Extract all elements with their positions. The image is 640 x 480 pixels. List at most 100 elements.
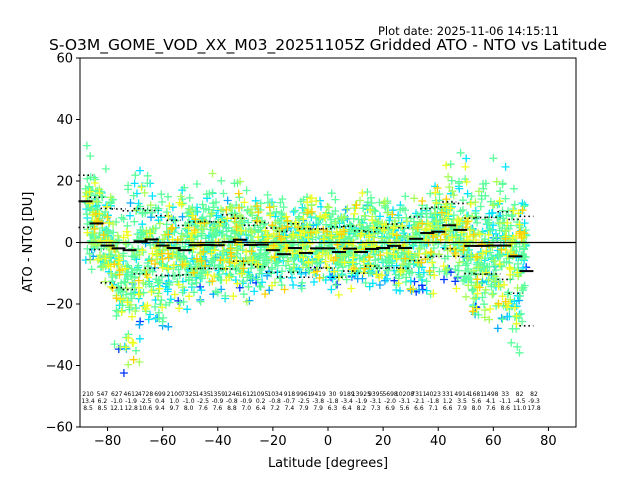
- data-cloud: [81, 141, 531, 377]
- stat-count: 1095: [253, 391, 268, 398]
- stat-count: 30: [329, 391, 337, 398]
- stat-mean: -1.9: [355, 398, 367, 405]
- stat-count: 4914: [454, 391, 469, 398]
- stat-std: 7.1: [429, 405, 439, 412]
- stat-count: 9189: [339, 391, 354, 398]
- stat-mean: -1.9: [125, 398, 137, 405]
- stat-mean: -9.3: [528, 398, 540, 405]
- x-axis: −80 −60 −40 −20 0 20 40 60 80: [94, 427, 557, 449]
- stat-mean: -0.9: [212, 398, 224, 405]
- stat-std: 5.6: [400, 405, 410, 412]
- stat-count: 82: [516, 391, 524, 398]
- mean-markers: [78, 200, 534, 273]
- stat-mean: -2.5: [140, 398, 152, 405]
- stat-std: 7.6: [198, 405, 208, 412]
- stat-std: 12.1: [110, 405, 124, 412]
- stat-count: 627: [111, 391, 123, 398]
- stat-count: 1435: [195, 391, 210, 398]
- stat-count: 2100: [167, 391, 182, 398]
- stat-count: 82: [530, 391, 538, 398]
- stat-std: 7.6: [213, 405, 223, 412]
- stat-count: 33: [501, 391, 509, 398]
- plot-date: Plot date: 2025-11-06 14:15:11: [378, 24, 559, 38]
- x-axis-label: Latitude [degrees]: [268, 456, 388, 471]
- stat-std: 17.8: [527, 405, 541, 412]
- x-tick-label: 20: [375, 434, 392, 449]
- stat-mean: -0.9: [240, 398, 252, 405]
- x-tick-label: 80: [540, 434, 557, 449]
- stat-count: 7311: [411, 391, 426, 398]
- stat-mean: 1.2: [443, 398, 453, 405]
- stat-count: 1359: [210, 391, 225, 398]
- x-tick-label: 60: [485, 434, 502, 449]
- stat-count: 7325: [181, 391, 196, 398]
- stat-std: 8.0: [184, 405, 194, 412]
- stat-count: 210: [82, 391, 94, 398]
- stat-mean: -1.1: [499, 398, 511, 405]
- stat-mean: -3.8: [312, 398, 324, 405]
- stat-count: 4612: [124, 391, 139, 398]
- x-tick-label: −20: [259, 434, 286, 449]
- stat-std: 7.6: [486, 405, 496, 412]
- stat-count: 4023: [426, 391, 441, 398]
- stat-mean: 5.6: [472, 398, 482, 405]
- stat-count: 9419: [311, 391, 326, 398]
- stat-std: 8.2: [357, 405, 367, 412]
- x-tick-label: −40: [204, 434, 231, 449]
- stat-mean: 0.4: [155, 398, 165, 405]
- stat-std: 6.6: [414, 405, 424, 412]
- y-tick-label: −60: [46, 421, 73, 436]
- stat-mean: 3.5: [457, 398, 467, 405]
- stat-count: 547: [97, 391, 109, 398]
- stat-std: 6.4: [256, 405, 266, 412]
- x-tick-label: 40: [430, 434, 447, 449]
- y-tick-label: −40: [46, 359, 73, 374]
- stat-mean: -2.1: [413, 398, 425, 405]
- stat-std: 8.0: [472, 405, 482, 412]
- stat-mean: -1.8: [427, 398, 439, 405]
- y-axis: −60 −40 −20 0 20 40 60: [46, 52, 80, 436]
- stat-mean: -2.0: [384, 398, 396, 405]
- stat-mean: 0.2: [256, 398, 266, 405]
- stat-mean: -2.5: [197, 398, 209, 405]
- stat-std: 7.2: [270, 405, 280, 412]
- stat-mean: -1.0: [183, 398, 195, 405]
- stat-mean: -3.1: [399, 398, 411, 405]
- stat-std: 6.6: [443, 405, 453, 412]
- stat-mean: -1.8: [327, 398, 339, 405]
- y-tick-label: 20: [56, 175, 73, 190]
- stat-std: 7.9: [457, 405, 467, 412]
- y-tick-label: 60: [56, 52, 73, 67]
- y-tick-label: −20: [46, 298, 73, 313]
- stat-mean: -3.4: [341, 398, 353, 405]
- stat-count: 1498: [483, 391, 498, 398]
- stat-std: 9.4: [155, 405, 165, 412]
- stat-count: 1034: [267, 391, 282, 398]
- stat-mean: -0.7: [284, 398, 296, 405]
- stat-mean: 4.1: [486, 398, 496, 405]
- stat-std: 8.5: [83, 405, 93, 412]
- stat-std: 7.0: [241, 405, 251, 412]
- stat-count: 13925: [352, 391, 371, 398]
- stat-std: 8.6: [500, 405, 510, 412]
- stat-std: 7.9: [299, 405, 309, 412]
- stats-annotations: 21013.48.55476.28.5627-1.012.14612-1.912…: [81, 391, 541, 412]
- stat-mean: -4.5: [514, 398, 526, 405]
- stat-mean: 6.2: [98, 398, 108, 405]
- stat-std: 8.8: [227, 405, 237, 412]
- x-tick-label: −60: [149, 434, 176, 449]
- x-tick-label: −80: [94, 434, 121, 449]
- stat-std: 12.8: [124, 405, 138, 412]
- stat-std: 7.4: [285, 405, 295, 412]
- stat-count: 699: [154, 391, 166, 398]
- stat-count: 1612: [239, 391, 254, 398]
- stat-mean: -0.8: [269, 398, 281, 405]
- stat-std: 6.9: [385, 405, 395, 412]
- stat-count: 1681: [469, 391, 484, 398]
- stat-std: 8.5: [98, 405, 108, 412]
- stat-mean: -3.1: [370, 398, 382, 405]
- stat-mean: 13.4: [81, 398, 95, 405]
- x-tick-label: 0: [324, 434, 332, 449]
- stat-std: 7.9: [313, 405, 323, 412]
